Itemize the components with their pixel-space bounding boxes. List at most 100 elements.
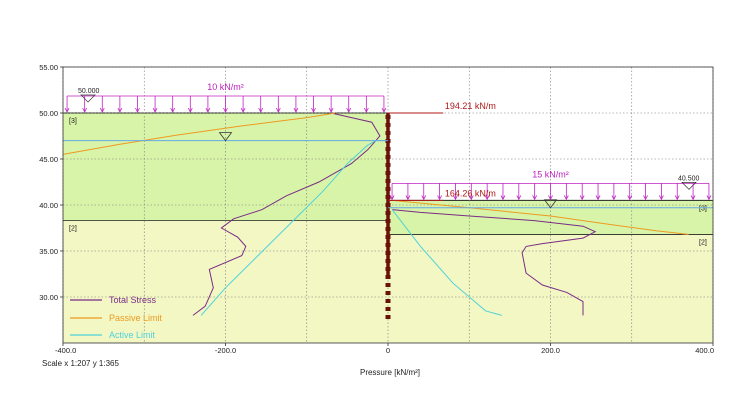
surcharge-arrowhead [516,195,522,201]
x-tick-label: 400.0 [695,346,714,355]
level-marker-icon [681,182,697,190]
soil-layers: [3] [2] [3] [2] [63,112,713,343]
surcharge-level-label: 50.000 [78,88,100,95]
wall-node [385,251,391,255]
wall-node [385,123,391,127]
legend-label: Passive Limit [109,313,163,323]
annotations: 10 kN/m² 50.000 15 kN/m² 40.500 194.21 kN/m 1… [63,82,713,209]
water-table-icon [218,132,233,142]
legend: Total Stress Passive Limit Active Limit [70,295,163,340]
surcharge-arrowhead [484,195,490,201]
surcharge-arrowhead [381,107,387,113]
wall-node [385,227,391,231]
surcharge-arrowhead [170,107,176,113]
surcharge-arrowhead [595,195,601,201]
legend-label: Total Stress [109,295,157,305]
scale-label: Scale x 1:207 y 1:365 [42,359,119,368]
wall-node [385,283,391,287]
surcharge-arrowhead [643,195,648,201]
series-line [392,209,597,316]
wall-node [385,155,391,159]
surcharge-arrowhead [674,195,680,201]
wall-node [385,131,391,135]
resultant-force-label: 164.26 kN/m [445,188,496,198]
surcharge-arrowhead [328,107,334,113]
wall-node [385,211,391,215]
wall-node [385,235,391,239]
surcharge-arrowhead [389,195,395,201]
x-tick-label: -200.0 [215,346,236,355]
surcharge-arrowhead [205,107,211,113]
wall-node [385,179,391,183]
series-line [192,112,381,316]
x-tick-label: 0 [386,346,390,355]
wall-node [385,315,391,319]
surcharge-arrowhead [563,195,569,201]
surcharge-arrowhead [117,107,123,113]
surcharge-label: 10 kN/m² [207,82,244,92]
wall-node [385,187,391,191]
surcharge-arrowhead [258,107,264,113]
surcharge-arrowhead [437,195,442,201]
resultant-force-label: 194.21 kN/m [445,101,496,111]
surcharge-level-label: 40.500 [678,175,700,182]
wall-node [385,307,391,311]
wall-node [385,195,391,199]
surcharge-arrowhead [468,195,474,201]
y-tick-label: 35.00 [39,247,58,256]
surcharge-arrowhead [240,107,246,113]
surcharge-arrowhead [275,107,281,113]
surcharge-arrowhead [293,107,299,113]
surcharge-arrowhead [152,107,158,113]
surcharge-arrowhead [421,195,427,201]
wall-node [385,267,391,271]
surcharge-arrowhead [611,195,617,201]
x-tick-label: 200.0 [541,346,560,355]
surcharge-arrowhead [579,195,585,201]
wall-node [385,291,391,295]
surcharge-arrowhead [453,195,458,201]
wall-node [385,203,391,207]
wall-node [385,259,391,263]
wall-node [385,243,391,247]
wall-node [385,299,391,303]
surcharge-arrowhead [187,107,193,113]
surcharge-arrowhead [627,195,633,201]
wall-node [385,147,391,151]
series-line [392,199,689,235]
y-tick-label: 55.00 [39,63,58,72]
legend-label: Active Limit [109,330,156,340]
y-tick-label: 50.00 [39,109,58,118]
series-line [62,112,336,155]
x-tick-label: -400.0 [55,346,76,355]
layer-label-right: [3] [699,205,707,212]
surcharge-arrowhead [64,107,70,113]
y-tick-label: 45.00 [39,155,58,164]
surcharge-arrowhead [532,195,538,201]
layer-label-left: [2] [69,226,77,233]
surcharge-arrowhead [548,195,553,201]
surcharge-arrowhead [223,107,228,113]
level-marker-icon [80,94,96,103]
axes: -400.0 -200.0 0 200.0 400.0 55.00 50.00 45.00 40… [39,63,714,355]
wall-node [385,219,391,223]
series-line [391,209,502,316]
wall-node [385,171,391,175]
surcharge-arrowhead [405,195,411,201]
surcharge-arrowhead [500,195,506,201]
surcharge-arrowhead [363,107,369,113]
wall-node [385,275,391,279]
surcharge-arrowhead [82,107,88,113]
surcharge-arrowhead [311,107,316,113]
wall-node [385,115,391,119]
y-tick-label: 30.00 [39,293,58,302]
surcharge-arrowhead [99,107,105,113]
surcharge-arrowhead [135,107,140,113]
wall-node [385,163,391,167]
surcharge-label: 15 kN/m² [532,169,569,179]
y-tick-label: 40.00 [39,201,58,210]
x-axis-label: Pressure [kN/m²] [360,368,420,377]
surcharge-arrowhead [690,195,696,201]
stress-curves [62,112,689,316]
